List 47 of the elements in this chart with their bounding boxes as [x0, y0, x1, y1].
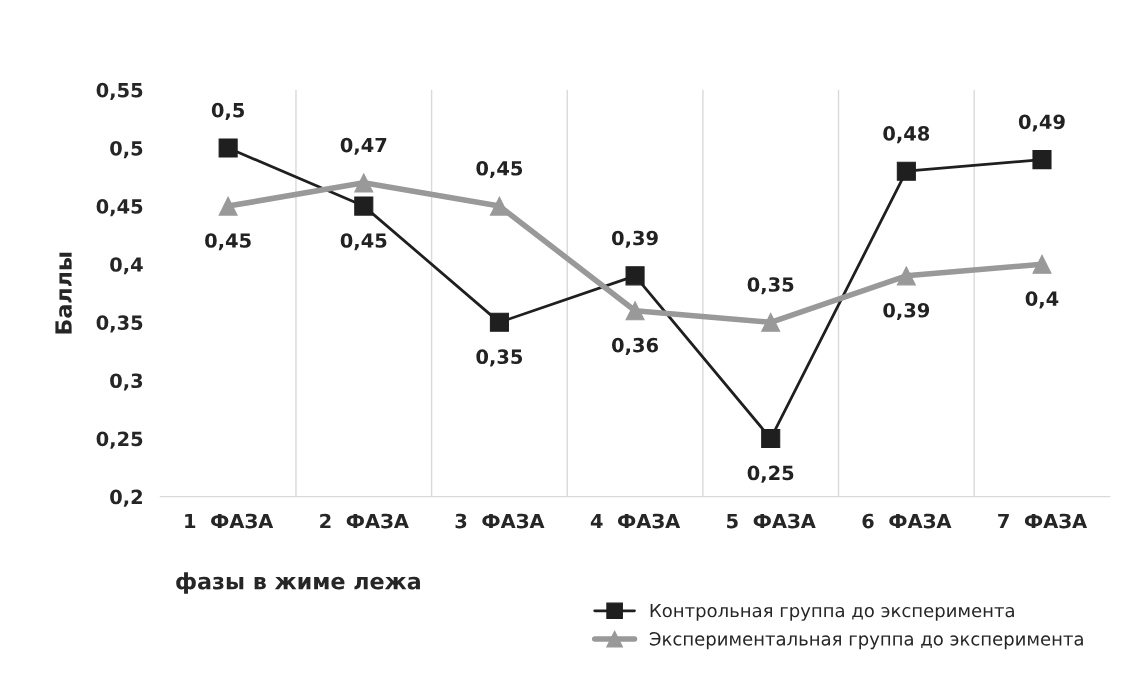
data-label: 0,47 — [340, 137, 387, 155]
y-tick-label: 0,2 — [110, 489, 142, 507]
data-label: 0,39 — [883, 302, 930, 321]
point — [489, 196, 509, 216]
data-label: 0,45 — [476, 160, 523, 179]
point — [761, 429, 781, 449]
x-tick-label: 4 ФАЗА — [590, 513, 681, 529]
data-label: 0,45 — [340, 233, 387, 251]
data-label: 0,35 — [747, 277, 794, 295]
point — [896, 266, 916, 286]
x-tick-label: 1 ФАЗА — [185, 513, 274, 529]
x-axis-title: фазы в жиме лежа — [176, 572, 420, 594]
data-label: 0,39 — [612, 230, 658, 248]
legend-label: Экспериментальная группа до эксперимента — [649, 632, 1083, 650]
point — [1032, 150, 1052, 170]
x-tick-label: 2 ФАЗА — [320, 513, 409, 529]
data-label: 0,45 — [205, 233, 251, 251]
point — [354, 173, 374, 193]
point — [218, 196, 238, 216]
data-label: 0,36 — [612, 337, 659, 355]
point — [1032, 254, 1052, 274]
x-tick-label: 3 ФАЗА — [455, 513, 545, 529]
point — [896, 161, 916, 181]
y-tick-label: 0,4 — [110, 257, 143, 275]
point — [354, 196, 374, 216]
y-axis-title: Баллы — [55, 252, 72, 334]
x-tick-label: 7 ФАЗА — [998, 513, 1088, 529]
y-tick-label: 0,45 — [96, 199, 143, 217]
y-tick-label: 0,5 — [110, 140, 143, 159]
data-label: 0,5 — [211, 102, 244, 120]
y-tick-label: 0,25 — [96, 431, 143, 449]
y-tick-label: 0,55 — [96, 82, 143, 101]
point — [218, 138, 238, 158]
data-label: 0,25 — [747, 465, 794, 483]
y-tick-label: 0,35 — [96, 315, 143, 333]
x-tick-label: 5 ФАЗА — [727, 513, 816, 529]
point — [761, 312, 781, 332]
legend-label: Контрольная группа до эксперимента — [650, 603, 1014, 621]
point — [489, 312, 509, 332]
x-tick-label: 6 ФАЗА — [862, 513, 952, 529]
point — [625, 301, 645, 321]
point — [625, 266, 645, 286]
data-label: 0,35 — [476, 349, 523, 367]
y-tick-label: 0,3 — [110, 373, 143, 391]
data-label: 0,49 — [1018, 114, 1065, 132]
data-label: 0,48 — [883, 126, 930, 144]
data-label: 0,4 — [1025, 291, 1059, 309]
